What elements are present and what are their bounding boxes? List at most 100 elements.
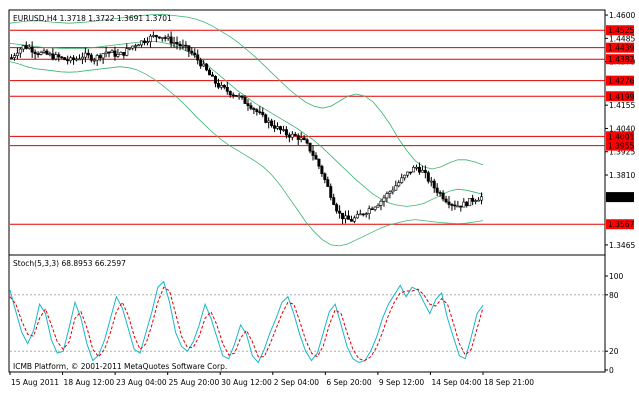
copyright-text: ICMB Platform, © 2001-2011 MetaQuotes So… (13, 362, 227, 371)
candle-body (308, 142, 312, 152)
candle-body (477, 199, 481, 202)
main-plot-area (9, 13, 605, 247)
level-label-bg (606, 140, 634, 151)
candle-body (24, 45, 28, 49)
candle-body (246, 103, 250, 106)
level-label: 1.4382 (608, 55, 634, 64)
candle-body (98, 55, 102, 59)
stoch-tick-label: 100 (609, 272, 624, 281)
candle-body (317, 158, 321, 167)
candle-body (344, 215, 348, 220)
candle-body (57, 54, 61, 58)
candle-body (21, 45, 25, 50)
candle-body (27, 46, 31, 49)
candle-body (60, 56, 64, 59)
candle-body (95, 55, 99, 61)
candle-body (349, 219, 353, 222)
candle-body (284, 129, 288, 136)
stoch-tick-label: 20 (609, 347, 619, 356)
candle-body (134, 45, 138, 47)
candle-body (122, 52, 126, 56)
candle-body (450, 204, 454, 206)
candle-body (75, 58, 79, 61)
candle-body (273, 125, 277, 129)
candle-body (367, 208, 371, 214)
candle-body (376, 204, 380, 208)
candle-body (89, 54, 93, 61)
level-label-bg (606, 42, 634, 53)
candle-body (92, 59, 96, 62)
level-label: 1.4199 (608, 92, 634, 101)
candle-body (205, 63, 209, 71)
bollinger-middle-line (9, 41, 484, 207)
candle-body (267, 120, 271, 123)
candle-body (119, 52, 123, 55)
candle-body (311, 150, 315, 156)
candle-body (63, 57, 67, 61)
candle-body (51, 53, 55, 60)
candle-body (240, 95, 244, 98)
candle-body (184, 44, 188, 47)
candle-body (193, 52, 197, 56)
candle-body (181, 44, 185, 47)
candle-body (77, 58, 81, 61)
price-tick-label: 1.3925 (609, 148, 635, 157)
candle-body (462, 201, 466, 208)
candle-body (302, 137, 306, 141)
time-tick-label: 23 Aug 04:00 (116, 378, 167, 387)
candle-body (420, 169, 424, 173)
price-tick-label: 1.4040 (609, 124, 635, 133)
stoch-window-frame (8, 254, 606, 373)
time-axis: 15 Aug 2011 18 Aug 12:00 23 Aug 04:00 25 Au… (9, 372, 534, 387)
candle-body (107, 51, 111, 54)
candle-body (228, 90, 232, 96)
candle-body (335, 204, 339, 212)
candle-body (403, 174, 407, 179)
candle-body (225, 86, 229, 92)
candle-body (412, 166, 416, 173)
candle-body (163, 37, 167, 39)
candle-body (148, 35, 152, 43)
level-label: 1.4525 (608, 26, 634, 35)
candle-body (397, 182, 401, 187)
candle-body (9, 57, 13, 59)
candle-body (287, 134, 291, 138)
candle-body (202, 63, 206, 67)
candle-body (346, 215, 350, 220)
stoch-main-line (9, 280, 484, 364)
candle-body (435, 187, 439, 193)
level-label: 1.3955 (608, 142, 634, 151)
level-label-bg (606, 54, 634, 65)
candle-body (196, 54, 200, 61)
candle-body (379, 200, 383, 206)
stoch-axis: 100 80 20 0 (605, 272, 624, 375)
candle-body (243, 97, 247, 104)
candle-body (83, 52, 87, 58)
candle-body (471, 197, 475, 202)
stoch-tick-label: 0 (609, 366, 614, 375)
candle-body (341, 212, 345, 220)
candle-body (145, 41, 149, 44)
candle-body (444, 198, 448, 203)
candle-body (276, 126, 280, 129)
candle-body (252, 108, 256, 110)
candle-body (86, 52, 90, 56)
candle-body (15, 52, 19, 56)
candle-body (154, 35, 158, 38)
candle-body (12, 55, 16, 58)
candle-body (222, 85, 226, 88)
candle-body (438, 192, 442, 194)
candle-body (382, 197, 386, 202)
candle-body (270, 120, 274, 126)
candle-body (175, 42, 179, 45)
time-tick-label: 15 Aug 2011 (11, 378, 59, 387)
price-tick-label: 1.3810 (609, 171, 635, 180)
candle-body (465, 201, 469, 207)
level-label-bg (606, 131, 634, 142)
candle-body (66, 59, 70, 62)
current-price-bg (606, 192, 634, 203)
candle-body (234, 95, 238, 97)
candle-body (166, 36, 170, 39)
candle-body (39, 52, 43, 55)
candle-body (69, 57, 73, 61)
